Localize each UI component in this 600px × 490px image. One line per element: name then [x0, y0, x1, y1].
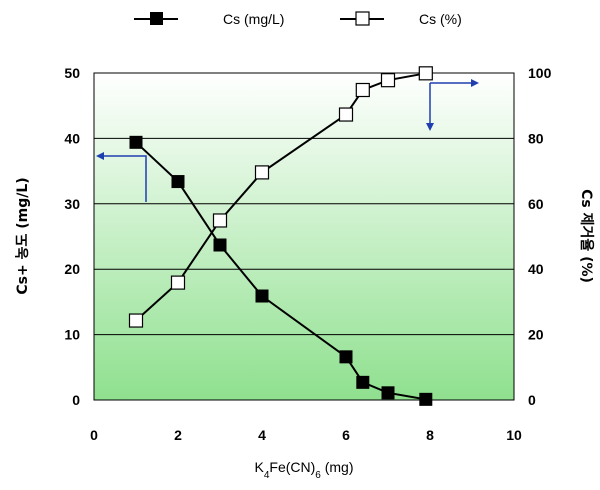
point-cs-mg	[129, 135, 143, 149]
x-tick-label: 8	[426, 427, 434, 443]
legend-label-pct: Cs (%)	[419, 11, 462, 27]
plot-area	[93, 72, 515, 401]
x-tick-label: 4	[258, 427, 266, 443]
y-right-tick-label: 20	[528, 327, 544, 343]
x-axis-title: K4Fe(CN)6 (mg)	[254, 459, 353, 481]
point-cs-pct	[254, 165, 270, 180]
point-cs-mg	[356, 375, 370, 389]
y-left-tick-label: 30	[64, 196, 80, 212]
x-tick-label: 6	[342, 427, 350, 443]
y-left-tick-label: 40	[64, 130, 80, 146]
point-cs-pct	[212, 213, 228, 228]
point-cs-pct	[355, 82, 370, 98]
point-cs-mg	[419, 392, 433, 406]
y-right-tick-label: 80	[528, 130, 544, 146]
point-cs-pct	[128, 313, 144, 328]
y-left-axis-title: Cs+ 농도 (mg/L)	[15, 177, 31, 294]
y-right-tick-label: 60	[528, 196, 544, 212]
point-cs-mg	[339, 350, 353, 364]
y-left-tick-label: 20	[64, 261, 80, 277]
y-right-tick-label: 100	[528, 65, 552, 81]
y-right-axis-title: Cs 제거율 (%)	[578, 189, 595, 283]
y-left-tick-label: 10	[64, 327, 80, 343]
y-left-tick-label: 0	[72, 392, 80, 408]
point-cs-pct	[338, 107, 354, 122]
left-axis-arrow	[96, 152, 147, 202]
x-tick-label: 10	[506, 427, 522, 443]
legend-marker-open-square	[355, 11, 370, 26]
point-cs-mg	[171, 175, 185, 189]
point-cs-mg	[255, 289, 269, 303]
axis-indicator-arrows	[96, 79, 479, 202]
x-tick-label: 2	[174, 427, 182, 443]
point-cs-pct	[170, 275, 186, 290]
point-cs-mg	[213, 238, 227, 252]
tick-labels: 0 10 20 30 40 50 0 20 40 60 80 100 0 2 4 6 8 10	[64, 65, 551, 443]
point-cs-pct	[418, 66, 433, 81]
legend-marker-filled-square	[150, 12, 163, 25]
x-tick-label: 0	[90, 427, 98, 443]
series-layer	[128, 66, 433, 406]
y-left-tick-label: 50	[64, 65, 80, 81]
y-right-tick-label: 0	[528, 392, 536, 408]
legend-label-mg: Cs (mg/L)	[223, 11, 284, 27]
point-cs-pct	[380, 73, 396, 88]
legend: Cs (mg/L) Cs (%)	[134, 11, 462, 27]
point-cs-mg	[381, 386, 395, 400]
gridlines	[94, 137, 514, 336]
y-right-tick-label: 40	[528, 261, 544, 277]
